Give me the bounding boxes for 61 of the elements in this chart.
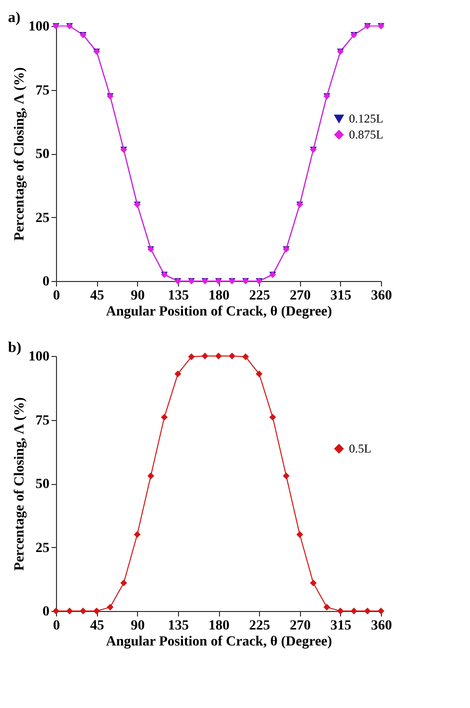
point: [323, 604, 330, 611]
point: [256, 370, 262, 378]
point: [202, 352, 208, 360]
x-tick-label: 225: [249, 618, 270, 634]
legend-label: 0.875L: [349, 128, 384, 142]
point: [134, 531, 141, 538]
y-tick-label: 0: [42, 274, 50, 290]
point: [269, 414, 276, 421]
point: [66, 608, 73, 614]
x-tick-label: 360: [371, 618, 392, 634]
x-axis-title: Angular Position of Crack, θ (Degree): [106, 634, 332, 650]
point: [120, 580, 128, 586]
point: [296, 531, 304, 538]
point: [174, 370, 182, 378]
point: [337, 608, 344, 614]
y-tick-label: 25: [36, 540, 50, 556]
y-tick-label: 75: [36, 413, 50, 428]
x-tick-label: 360: [371, 288, 392, 304]
point: [106, 604, 114, 611]
x-tick-label: 135: [168, 618, 189, 634]
y-tick-label: 50: [36, 477, 50, 492]
x-tick-label: 135: [168, 288, 189, 304]
point: [242, 353, 249, 360]
x-tick-label: 180: [208, 288, 230, 304]
point: [80, 608, 86, 614]
x-tick-label: 270: [290, 618, 311, 634]
point: [188, 353, 195, 360]
point: [215, 352, 222, 360]
legend-label: 0.5L: [349, 442, 372, 456]
point: [310, 580, 317, 586]
x-tick-label: 45: [90, 618, 104, 634]
y-tick-label: 100: [28, 350, 50, 364]
point: [93, 608, 100, 614]
x-tick-label: 0: [53, 618, 60, 634]
x-tick-label: 90: [130, 288, 145, 304]
y-tick-label: 100: [28, 20, 50, 34]
point: [147, 472, 154, 480]
point: [378, 608, 384, 614]
chart-title: b): [8, 340, 22, 356]
y-tick-label: 25: [36, 210, 50, 226]
point: [282, 472, 290, 480]
point: [160, 414, 168, 421]
x-axis-title: Angular Position of Crack, θ (Degree): [106, 304, 332, 320]
legend-label: 0.125L: [349, 112, 384, 126]
x-tick-label: 270: [290, 288, 311, 304]
point: [364, 608, 371, 614]
point: [350, 608, 358, 614]
y-axis-title: Percentage of Closing, Λ (%): [12, 66, 28, 241]
y-tick-label: 0: [42, 604, 50, 620]
x-tick-label: 180: [208, 618, 230, 634]
y-tick-label: 75: [36, 83, 50, 98]
point: [228, 352, 236, 360]
x-tick-label: 315: [330, 288, 352, 304]
x-tick-label: 225: [249, 288, 270, 304]
x-tick-label: 0: [53, 288, 60, 304]
x-tick-label: 90: [130, 618, 145, 634]
x-tick-label: 315: [330, 618, 352, 634]
x-tick-label: 45: [90, 288, 104, 304]
y-axis-title: Percentage of Closing, Λ (%): [12, 396, 28, 571]
chart-title: a): [8, 10, 20, 26]
y-tick-label: 50: [36, 147, 50, 162]
